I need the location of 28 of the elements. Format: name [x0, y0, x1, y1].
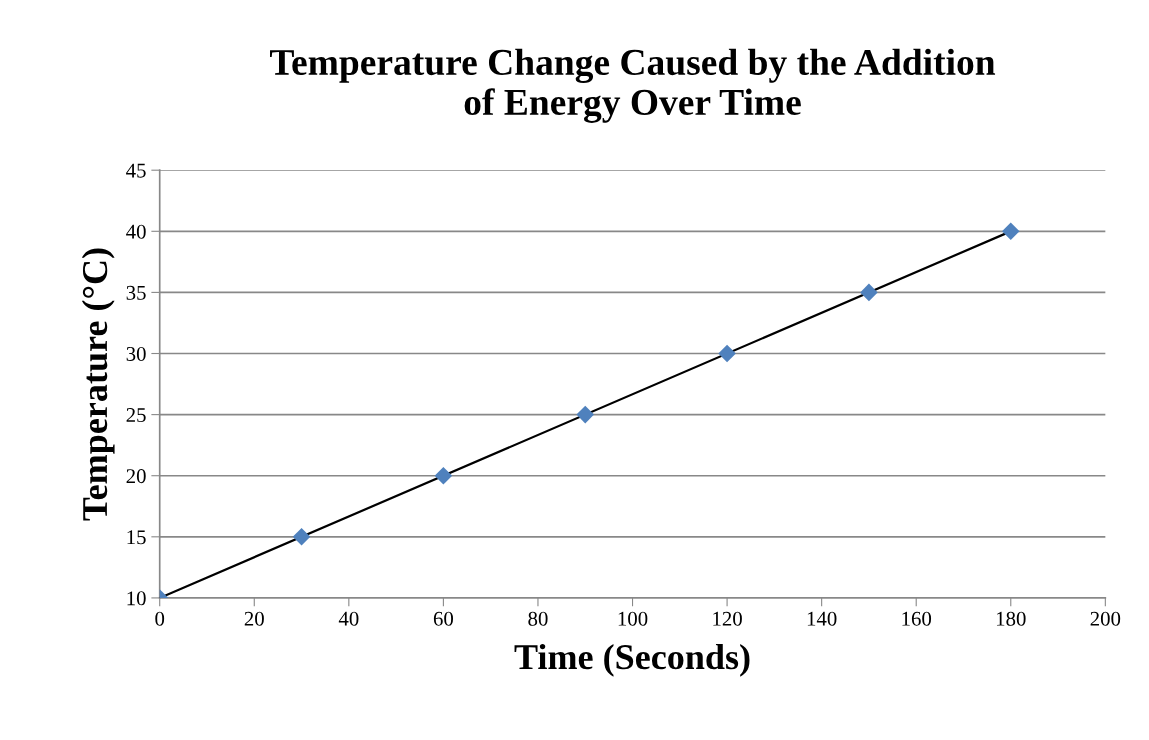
point	[860, 283, 878, 302]
y-tick-label: 40	[126, 224, 146, 239]
y-axis-title: Temperature (°C)	[81, 248, 115, 521]
y-tick-label: 30	[126, 346, 146, 361]
x-tick-label: 80	[528, 611, 548, 626]
x-tick-label: 20	[244, 611, 264, 626]
y-tick-label: 35	[126, 285, 146, 300]
x-tick-label: 120	[713, 611, 742, 626]
point	[718, 344, 736, 363]
chart-title: Temperature Change Caused by the Addition of Energy Over Time	[270, 48, 996, 123]
point	[434, 466, 453, 485]
point	[292, 528, 311, 546]
point	[576, 405, 595, 424]
x-tick-label: 100	[618, 611, 648, 626]
y-tick-label: 20	[126, 469, 146, 484]
x-tick-label: 200	[1090, 611, 1121, 626]
x-tick-label: 0	[155, 611, 165, 626]
y-tick-label: 10	[127, 591, 146, 606]
x-tick-label: 40	[338, 611, 359, 626]
x-tick-label: 140	[807, 611, 837, 626]
y-tick-label: 45	[126, 163, 146, 178]
y-tick-label: 25	[126, 408, 146, 423]
x-tick-label: 160	[902, 611, 932, 626]
x-tick-label: 180	[996, 611, 1026, 626]
x-tick-label: 60	[433, 611, 454, 626]
point	[1001, 222, 1020, 241]
x-axis-title: Time (Seconds)	[514, 643, 750, 677]
y-tick-label: 15	[127, 530, 146, 545]
